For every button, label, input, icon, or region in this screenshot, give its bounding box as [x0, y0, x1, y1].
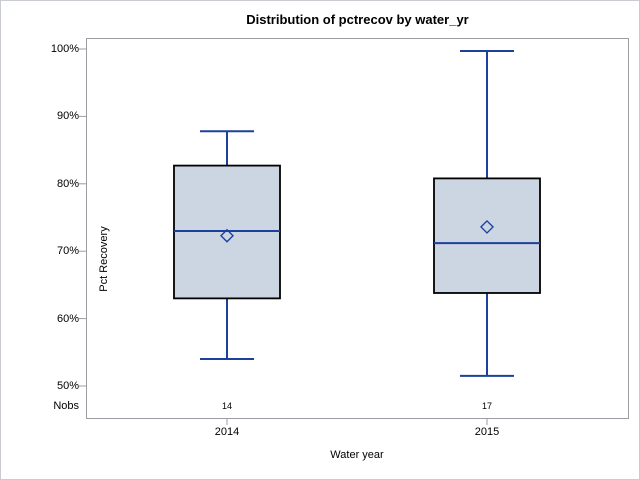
mean-marker [220, 228, 234, 243]
plot-frame [86, 38, 629, 419]
iqr-box-2015 [433, 177, 541, 294]
x-tick-label: 2014 [214, 426, 240, 438]
mean-marker [480, 219, 494, 234]
y-tick-label: 50% [56, 380, 79, 392]
nobs-value: 17 [482, 401, 492, 411]
y-tick-label: 80% [56, 177, 79, 190]
y-tick-label: 60% [56, 312, 79, 325]
x-tick-label: 2015 [474, 426, 500, 438]
y-tick-label: 90% [56, 110, 79, 123]
plot-area: Pct Recovery 14 17 [79, 38, 629, 425]
nobs-value: 14 [222, 401, 232, 411]
y-tick-label: 70% [56, 245, 79, 258]
iqr-box-2014 [173, 164, 281, 300]
y-axis-title: Pct Recovery [98, 226, 110, 292]
boxplot-canvas: 14 17 [79, 38, 629, 425]
x-axis-title: Water year [330, 449, 384, 461]
chart-title: Distribution of pctrecov by water_yr [246, 12, 469, 27]
nobs-row-label: Nobs [53, 400, 79, 412]
y-tick-label: 100% [50, 43, 79, 55]
